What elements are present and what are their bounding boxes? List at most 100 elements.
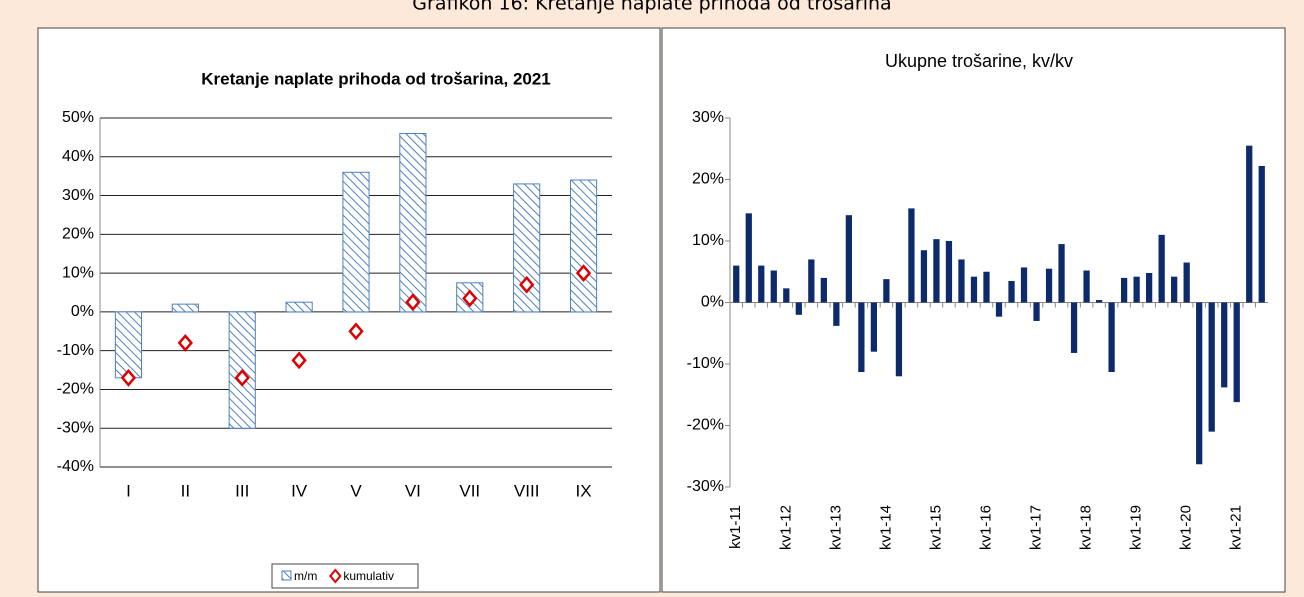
bar bbox=[745, 213, 752, 303]
x-tick-label: kv1-18 bbox=[1078, 505, 1095, 550]
bar bbox=[1221, 302, 1228, 388]
caption: Grafikon 16: Kretanje naplate prihoda od… bbox=[412, 0, 891, 15]
x-tick-label: kv1-11 bbox=[727, 505, 744, 549]
y-tick-label: -40% bbox=[57, 458, 94, 475]
x-tick-label: VI bbox=[405, 481, 421, 500]
y-tick-label: 0% bbox=[71, 303, 94, 320]
chart-title: Kretanje naplate prihoda od trošarina, 2… bbox=[201, 69, 551, 88]
diamond-marker bbox=[291, 351, 307, 370]
bar bbox=[1146, 272, 1153, 303]
diamond-marker bbox=[462, 289, 478, 308]
x-tick-label: kv1-17 bbox=[1028, 505, 1045, 550]
x-tick-label: kv1-12 bbox=[777, 505, 794, 550]
bar bbox=[933, 239, 940, 303]
bar bbox=[995, 302, 1003, 317]
bar bbox=[820, 277, 827, 303]
y-tick-label: -30% bbox=[57, 419, 94, 436]
bar bbox=[1083, 270, 1090, 303]
bar bbox=[1033, 302, 1040, 321]
bar bbox=[1008, 280, 1015, 303]
bar bbox=[1058, 244, 1065, 303]
bar bbox=[983, 271, 990, 303]
bar bbox=[920, 250, 928, 303]
bar bbox=[1158, 234, 1165, 303]
bar bbox=[171, 303, 199, 313]
legend-swatch bbox=[329, 568, 342, 584]
bar bbox=[114, 311, 143, 379]
y-tick-label: 50% bbox=[62, 109, 94, 126]
bar bbox=[569, 179, 598, 313]
x-tick-label: kv1-15 bbox=[927, 505, 944, 550]
y-tick-label: 20% bbox=[62, 226, 94, 243]
bar bbox=[399, 133, 427, 313]
diamond-marker bbox=[405, 293, 421, 312]
bar bbox=[1196, 302, 1203, 465]
bar bbox=[1108, 302, 1115, 372]
bar bbox=[770, 270, 777, 303]
bar bbox=[1171, 276, 1178, 303]
bar bbox=[1208, 302, 1215, 432]
right-panel bbox=[661, 27, 1286, 593]
bar bbox=[895, 302, 903, 377]
y-tick-label: -10% bbox=[57, 342, 94, 359]
x-tick-label: I bbox=[126, 481, 131, 500]
legend-swatch bbox=[281, 570, 292, 581]
y-tick-label: 10% bbox=[692, 232, 724, 249]
bar bbox=[783, 288, 790, 303]
y-tick-label: -20% bbox=[57, 381, 94, 398]
y-tick-label: -10% bbox=[687, 355, 724, 372]
chart-title: Ukupne trošarine, kv/kv bbox=[885, 51, 1073, 71]
diamond-marker bbox=[120, 368, 137, 387]
x-tick-label: kv1-14 bbox=[877, 505, 894, 550]
legend-box bbox=[271, 563, 419, 589]
y-tick-label: -30% bbox=[687, 478, 724, 495]
diamond-marker bbox=[177, 333, 193, 352]
bar bbox=[342, 171, 370, 313]
bar bbox=[1258, 165, 1265, 303]
x-tick-label: VII bbox=[459, 481, 480, 500]
bar bbox=[1045, 268, 1053, 303]
bar bbox=[758, 265, 765, 303]
bar bbox=[1095, 300, 1103, 303]
y-tick-label: 30% bbox=[692, 109, 724, 126]
diamond-marker bbox=[575, 264, 592, 283]
y-tick-label: 10% bbox=[62, 264, 94, 281]
bar bbox=[1133, 276, 1140, 303]
bar bbox=[1070, 302, 1078, 353]
bar bbox=[858, 302, 865, 372]
x-tick-label: kv1-19 bbox=[1128, 505, 1145, 550]
x-tick-label: kv1-20 bbox=[1178, 505, 1195, 550]
bar bbox=[285, 301, 313, 313]
bar bbox=[1120, 277, 1128, 303]
y-tick-label: -20% bbox=[687, 417, 724, 434]
y-tick-label: 0% bbox=[701, 294, 724, 311]
bar bbox=[945, 241, 953, 303]
bar bbox=[808, 259, 815, 303]
diamond-marker bbox=[234, 368, 250, 387]
bar bbox=[1020, 267, 1028, 303]
bar bbox=[958, 259, 965, 303]
y-tick-label: 20% bbox=[692, 171, 724, 188]
diamond-marker bbox=[519, 275, 535, 294]
bar bbox=[1246, 145, 1253, 303]
legend-label: kumulativ bbox=[343, 569, 394, 583]
bar bbox=[795, 302, 802, 315]
x-tick-label: III bbox=[235, 481, 249, 500]
x-tick-label: VIII bbox=[514, 481, 540, 500]
x-tick-label: II bbox=[181, 481, 190, 500]
diamond-marker bbox=[348, 322, 364, 341]
bar bbox=[1233, 302, 1240, 403]
x-tick-label: V bbox=[350, 481, 362, 500]
x-tick-label: kv1-21 bbox=[1228, 505, 1245, 550]
legend-label: m/m bbox=[294, 569, 317, 583]
y-tick-label: 30% bbox=[62, 187, 94, 204]
x-tick-label: kv1-13 bbox=[827, 505, 844, 550]
bar bbox=[908, 208, 915, 303]
x-tick-label: kv1-16 bbox=[977, 505, 994, 550]
bar bbox=[845, 215, 852, 303]
bar bbox=[870, 302, 878, 352]
bar bbox=[733, 265, 740, 303]
x-tick-label: IV bbox=[291, 481, 308, 500]
bar bbox=[883, 279, 890, 303]
